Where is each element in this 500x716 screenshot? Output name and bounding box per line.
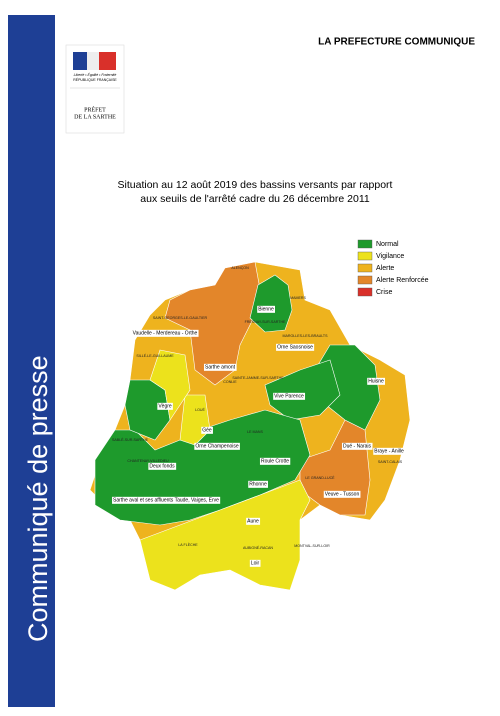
legend-label: Crise [376,289,392,296]
sidebar-bar [8,15,55,707]
legend-swatch [357,287,373,297]
basin-label: Braye - Anille [374,448,404,454]
legend-swatch [357,275,373,285]
logo-prefect: PRÉFET [84,105,106,113]
flag-white [87,52,99,70]
town-label: LE GRAND-LUCÉ [305,475,335,480]
region [139,479,311,591]
town-label: CHANTENAY-VILLEDIEU [127,459,169,463]
basin-label: Bienne [258,306,274,312]
basin-label: Aune [247,518,259,524]
legend-label: Vigilance [376,253,404,260]
basin-label: Veuve - Tusson [325,491,360,497]
town-label: MAROLLES-LES-BRAULTS [282,334,328,338]
basin-label-box [259,457,291,465]
logo-box [65,44,125,134]
town-label: SAINT-GEORGES-LE-GAULTIER [153,316,208,320]
logo-motto: Liberté • Égalité • Fraternité [74,72,117,77]
town-label: LOUÉ [195,407,205,412]
town-label: SAINT-CALAIS [378,460,403,464]
region [249,274,293,333]
legend-label: Alerte [376,265,394,272]
legend-swatch [357,239,373,249]
town-label: LE MANS [247,430,263,434]
town-label: ALENÇON [231,266,249,270]
basin-label-box [203,363,237,371]
legend-label: Normal [376,241,399,248]
doc-title: aux seuils de l'arrêté cadre du 26 décem… [140,193,370,205]
basin-label: Orne Champenoise [195,443,239,449]
basin-label-box [148,462,177,470]
basin-label-box [194,442,240,450]
town-label: LA FLÈCHE [178,542,198,547]
basin-label: Sarthe amont [205,364,236,370]
region [264,359,341,421]
town-label: AUBIGNÉ-RACAN [243,545,273,550]
basin-label-box [257,305,275,313]
basin-label: Orne Saosnoise [277,344,313,350]
legend-label: Alerte Renforcée [376,277,429,284]
basin-label: Vègre [158,403,172,409]
basin-label: Loir [251,560,260,566]
basin-label-box [367,377,385,385]
logo-republic: RÉPUBLIQUE FRANÇAISE [73,77,117,82]
flag-blue [73,52,87,70]
basin-label: Vive Parence [274,393,304,399]
basin-label: Deux fonds [149,463,175,469]
doc-title: Situation au 12 août 2019 des bassins ve… [118,179,393,191]
basin-label-box [248,480,268,488]
basin-label-box [249,559,261,567]
flag-red [99,52,116,70]
basin-label-box [273,392,306,400]
basin-label: Huisne [368,378,384,384]
town-label: MONTVAL-SUR-LOIR [294,544,330,548]
map [89,261,411,591]
basin-label-box [112,496,221,504]
basin-label-box [373,447,405,455]
basin-label-box [131,329,199,337]
basin-label-box [276,343,315,351]
basin-label: Rhonne [249,481,267,487]
legend-swatch [357,263,373,273]
town-label: MAMERS [290,296,306,300]
header-title: LA PREFECTURE COMMUNIQUE [318,37,475,48]
basin-label-box [246,517,261,525]
basin-label-box [323,490,361,498]
sidebar-text: Communiqué de presse [23,355,53,642]
logo-prefect: DE LA SARTHE [74,114,116,120]
town-label: FRESNAY-SUR-SARTHE [245,320,286,324]
town-label: SILLÉ-LE-GUILLAUME [136,353,174,358]
region [149,349,191,421]
basin-label-box [201,426,213,434]
town-label: CONLIE [223,380,237,384]
town-label: SAINTE-JAMME-SUR-SARTHE [232,376,284,380]
basin-label: Vaudelle - Merdereau - Orthe [133,330,198,336]
region [164,261,263,386]
basin-label: Sarthe aval et ses affluents Taude, Vaig… [113,497,219,503]
basin-label-box [157,402,173,410]
basin-label: Dué - Narais [343,443,372,449]
basin-label-box [341,442,373,450]
basin-label: Roule Crotte [261,458,289,464]
basin-label: Gée [202,427,212,433]
town-label: SABLÉ-SUR-SARTHE [112,437,149,442]
legend-swatch [357,251,373,261]
